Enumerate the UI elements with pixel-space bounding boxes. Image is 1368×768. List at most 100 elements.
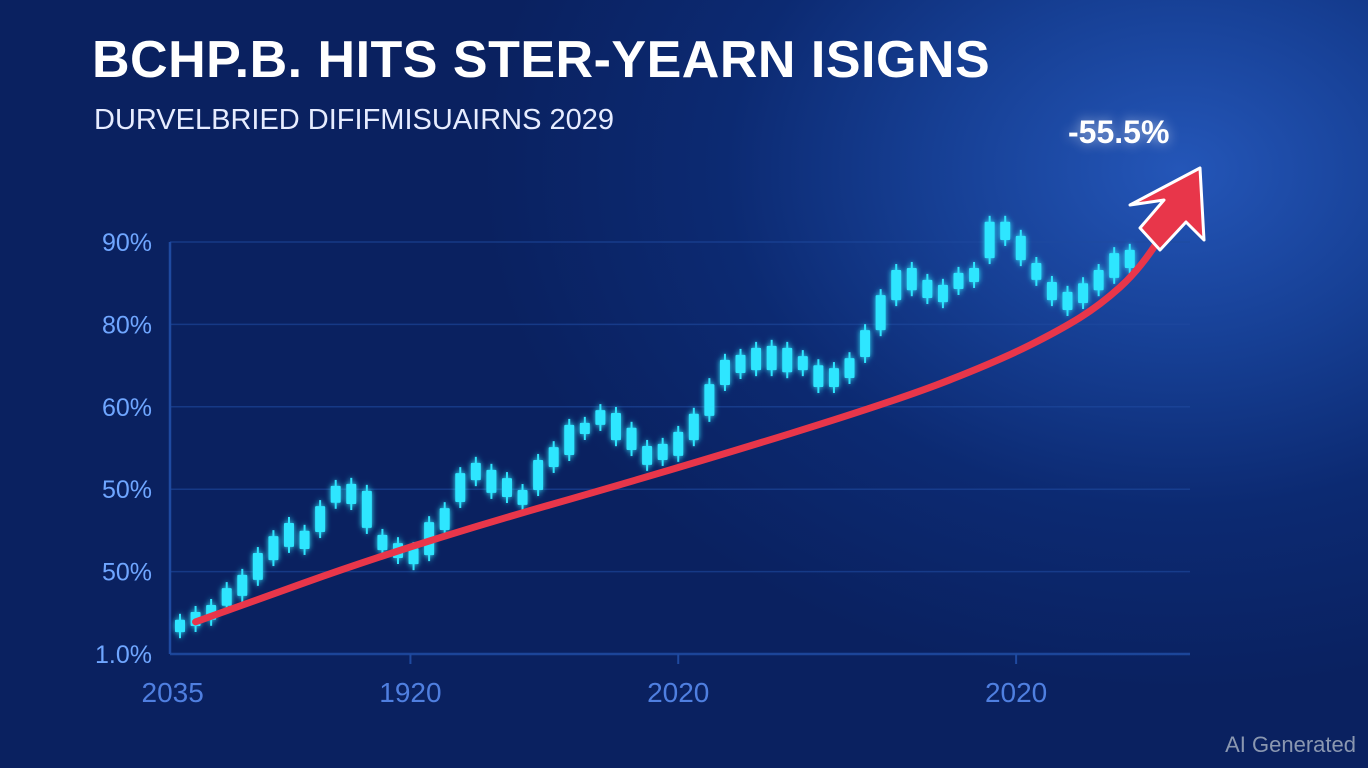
candlestick <box>813 359 824 394</box>
chart-subtitle: DURVELBRIED DIFIFMISUAIRNS 2029 <box>94 104 614 136</box>
candle-body <box>252 553 263 580</box>
candlestick <box>1062 285 1073 316</box>
candlestick <box>1000 215 1011 246</box>
candlestick <box>548 441 559 473</box>
candle-body <box>1078 283 1089 303</box>
candle-body <box>408 548 419 565</box>
candle-body <box>346 483 357 505</box>
candle-body <box>906 267 917 291</box>
candlestick <box>361 484 372 534</box>
candlestick <box>1031 257 1042 286</box>
candlestick <box>175 613 185 639</box>
x-tick-label: 1920 <box>379 677 441 708</box>
candlestick <box>782 341 793 379</box>
candle-body <box>704 384 715 416</box>
candle-body <box>797 356 808 371</box>
candlestick <box>315 500 326 539</box>
candlestick <box>346 477 357 511</box>
candlestick <box>1078 277 1089 309</box>
candle-body <box>1093 270 1104 291</box>
candle-body <box>875 295 886 331</box>
candlestick <box>1093 264 1104 297</box>
candlestick <box>751 341 762 377</box>
candlestick <box>626 421 637 457</box>
candle-body <box>283 522 294 547</box>
candle-body <box>844 358 855 378</box>
candlestick <box>533 453 544 497</box>
candle-body <box>501 478 512 498</box>
candlestick <box>953 266 964 295</box>
x-tick-label: 2020 <box>647 677 709 708</box>
candle-body <box>470 462 481 481</box>
candle-body <box>564 424 575 456</box>
candle-body <box>268 536 279 561</box>
y-tick-label: 50% <box>102 476 152 504</box>
candlestick <box>517 484 528 511</box>
ai-generated-watermark: AI Generated <box>1225 732 1356 757</box>
candlestick <box>735 348 746 380</box>
candlestick <box>844 352 855 384</box>
candle-body <box>657 443 668 460</box>
candlestick <box>221 582 232 612</box>
candle-body <box>455 473 466 502</box>
candlestick <box>455 467 466 508</box>
candle-body <box>1124 249 1135 268</box>
candlestick <box>673 425 684 462</box>
candle-body <box>1031 263 1042 280</box>
candlestick <box>470 456 481 487</box>
candlestick <box>657 437 668 466</box>
candle-body <box>860 330 871 357</box>
candlestick <box>1046 275 1057 307</box>
candlestick <box>688 407 699 447</box>
candle-body <box>673 431 684 456</box>
candlestick <box>268 530 279 567</box>
candle-body <box>1046 281 1057 301</box>
candlestick <box>797 350 808 377</box>
x-tick-label: 2035 <box>142 677 204 708</box>
candlestick <box>922 273 933 305</box>
candle-body <box>548 447 559 467</box>
candlestick <box>1109 247 1120 284</box>
candlestick <box>252 547 263 586</box>
candlestick <box>937 278 948 309</box>
candle-body <box>1000 221 1011 240</box>
candlestick <box>1015 229 1026 267</box>
trend-line <box>192 211 1179 626</box>
y-tick-label: 80% <box>102 311 152 339</box>
candle-body <box>237 574 248 596</box>
candle-body <box>922 279 933 299</box>
candle-body <box>533 459 544 491</box>
candlestick <box>1124 243 1135 274</box>
candlestick <box>984 215 995 265</box>
arrow-head-icon <box>1128 166 1206 252</box>
candle-body <box>735 354 746 374</box>
candle-body <box>579 422 590 434</box>
candlestick <box>237 568 248 602</box>
y-tick-label: 1.0% <box>95 641 152 669</box>
change-callout: -55.5% <box>1068 114 1170 150</box>
candle-body <box>315 506 326 533</box>
candle-body <box>626 427 637 451</box>
candlestick <box>299 524 310 555</box>
candle-body <box>953 272 964 289</box>
candlestick <box>704 378 715 422</box>
candle-body <box>688 413 699 441</box>
candle-body <box>1062 291 1073 310</box>
x-tick-label: 2020 <box>985 677 1047 708</box>
candlestick <box>719 353 730 391</box>
candle-body <box>610 412 621 441</box>
candle-body <box>299 530 310 549</box>
candlestick <box>330 479 341 509</box>
candle-body <box>937 284 948 303</box>
candlestick <box>906 261 917 297</box>
candlestick <box>642 439 653 471</box>
candle-body <box>813 365 824 388</box>
candlestick <box>766 339 777 377</box>
y-tick-label: 60% <box>102 394 152 422</box>
candle-body <box>719 359 730 385</box>
candle-body <box>642 445 653 465</box>
candlestick <box>595 404 606 431</box>
candle-body <box>439 508 450 530</box>
y-tick-label: 50% <box>102 559 152 587</box>
